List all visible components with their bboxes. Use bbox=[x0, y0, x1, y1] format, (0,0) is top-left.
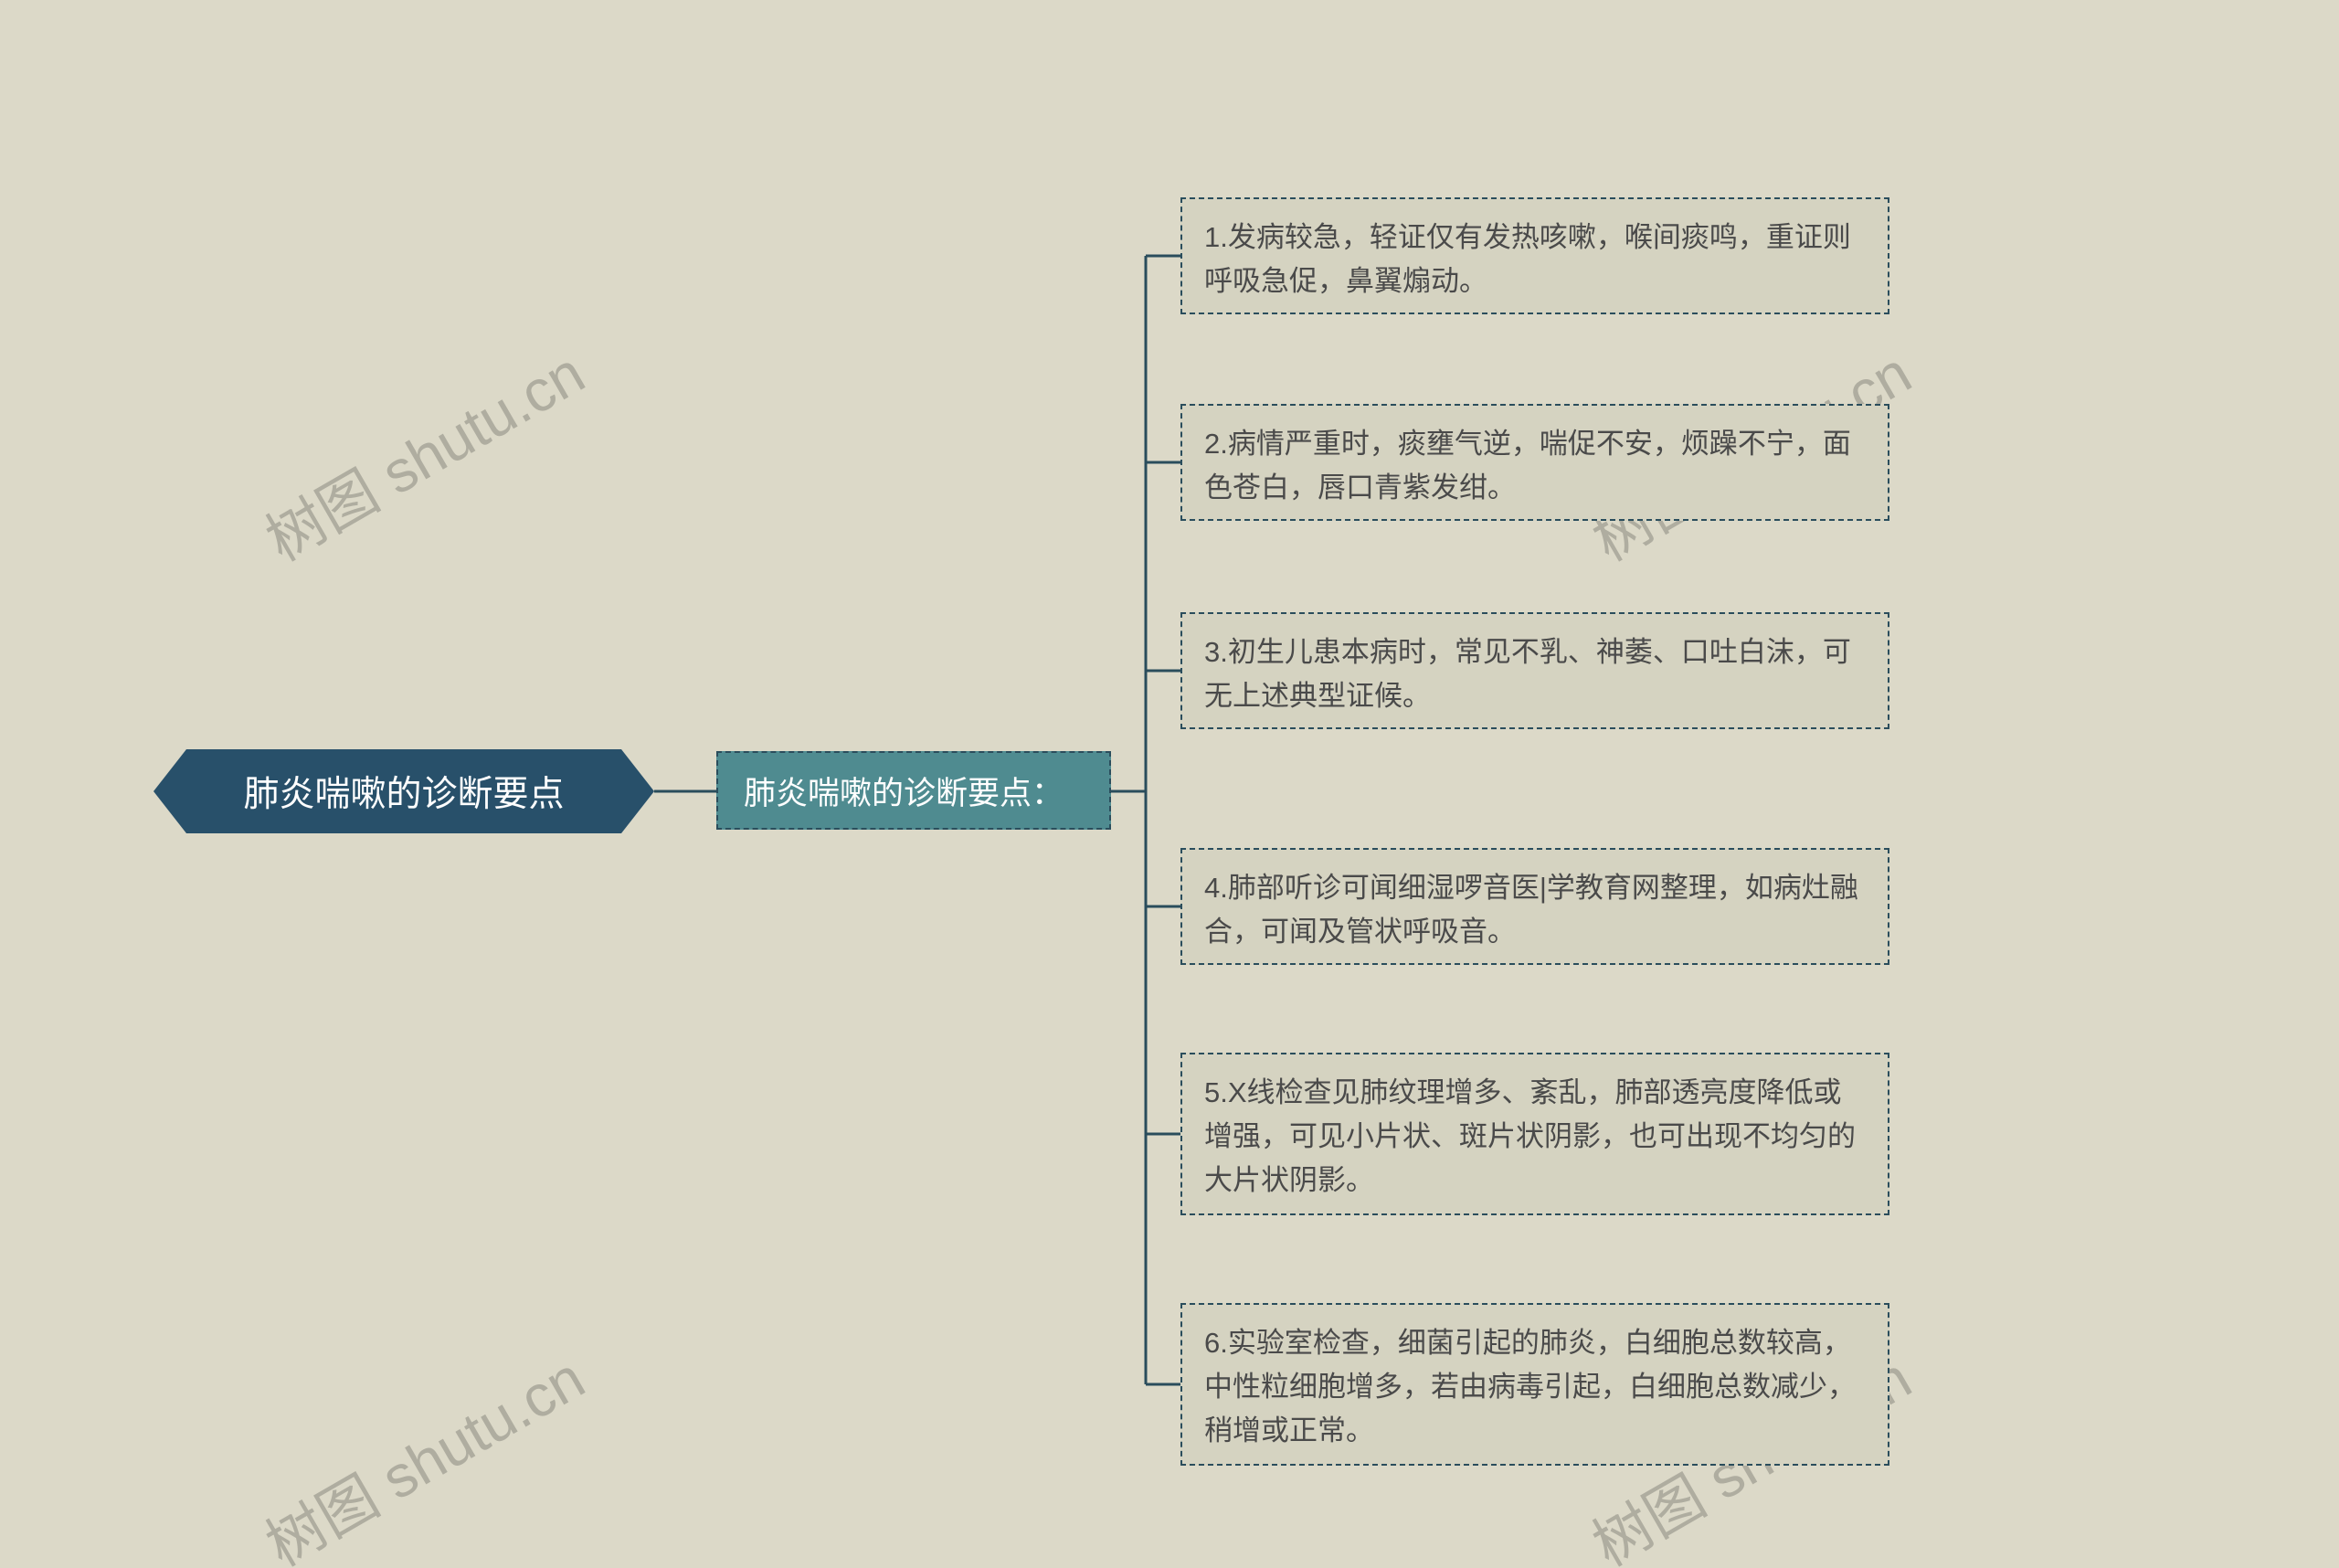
leaf-label: 3.初生儿患本病时，常见不乳、神萎、口吐白沫，可无上述典型证候。 bbox=[1204, 636, 1851, 712]
watermark: 树图 shutu.cn bbox=[249, 1332, 598, 1568]
leaf-label: 2.病情严重时，痰壅气逆，喘促不安，烦躁不宁，面色苍白，唇口青紫发绀。 bbox=[1204, 428, 1851, 503]
leaf-node-6[interactable]: 6.实验室检查，细菌引起的肺炎，白细胞总数较高，中性粒细胞增多，若由病毒引起，白… bbox=[1180, 1303, 1889, 1466]
root-label: 肺炎喘嗽的诊断要点 bbox=[243, 766, 564, 817]
leaf-node-4[interactable]: 4.肺部听诊可闻细湿啰音医|学教育网整理，如病灶融合，可闻及管状呼吸音。 bbox=[1180, 848, 1889, 965]
sub-label: 肺炎喘嗽的诊断要点： bbox=[744, 768, 1064, 814]
watermark: 树图 shutu.cn bbox=[249, 327, 598, 577]
mindmap-canvas: 树图 shutu.cn 树图 shutu.cn 树图 shutu.cn 树图 s… bbox=[0, 0, 2339, 1568]
sub-node[interactable]: 肺炎喘嗽的诊断要点： bbox=[716, 751, 1111, 830]
leaf-label: 4.肺部听诊可闻细湿啰音医|学教育网整理，如病灶融合，可闻及管状呼吸音。 bbox=[1204, 872, 1858, 948]
leaf-node-1[interactable]: 1.发病较急，轻证仅有发热咳嗽，喉间痰鸣，重证则呼吸急促，鼻翼煽动。 bbox=[1180, 197, 1889, 314]
leaf-label: 6.实验室检查，细菌引起的肺炎，白细胞总数较高，中性粒细胞增多，若由病毒引起，白… bbox=[1204, 1327, 1856, 1446]
leaf-node-2[interactable]: 2.病情严重时，痰壅气逆，喘促不安，烦躁不宁，面色苍白，唇口青紫发绀。 bbox=[1180, 404, 1889, 521]
leaf-label: 5.X线检查见肺纹理增多、紊乱，肺部透亮度降低或增强，可见小片状、斑片状阴影，也… bbox=[1204, 1076, 1856, 1196]
leaf-label: 1.发病较急，轻证仅有发热咳嗽，喉间痰鸣，重证则呼吸急促，鼻翼煽动。 bbox=[1204, 221, 1851, 297]
root-node[interactable]: 肺炎喘嗽的诊断要点 bbox=[153, 749, 654, 833]
leaf-node-5[interactable]: 5.X线检查见肺纹理增多、紊乱，肺部透亮度降低或增强，可见小片状、斑片状阴影，也… bbox=[1180, 1053, 1889, 1215]
leaf-node-3[interactable]: 3.初生儿患本病时，常见不乳、神萎、口吐白沫，可无上述典型证候。 bbox=[1180, 612, 1889, 729]
